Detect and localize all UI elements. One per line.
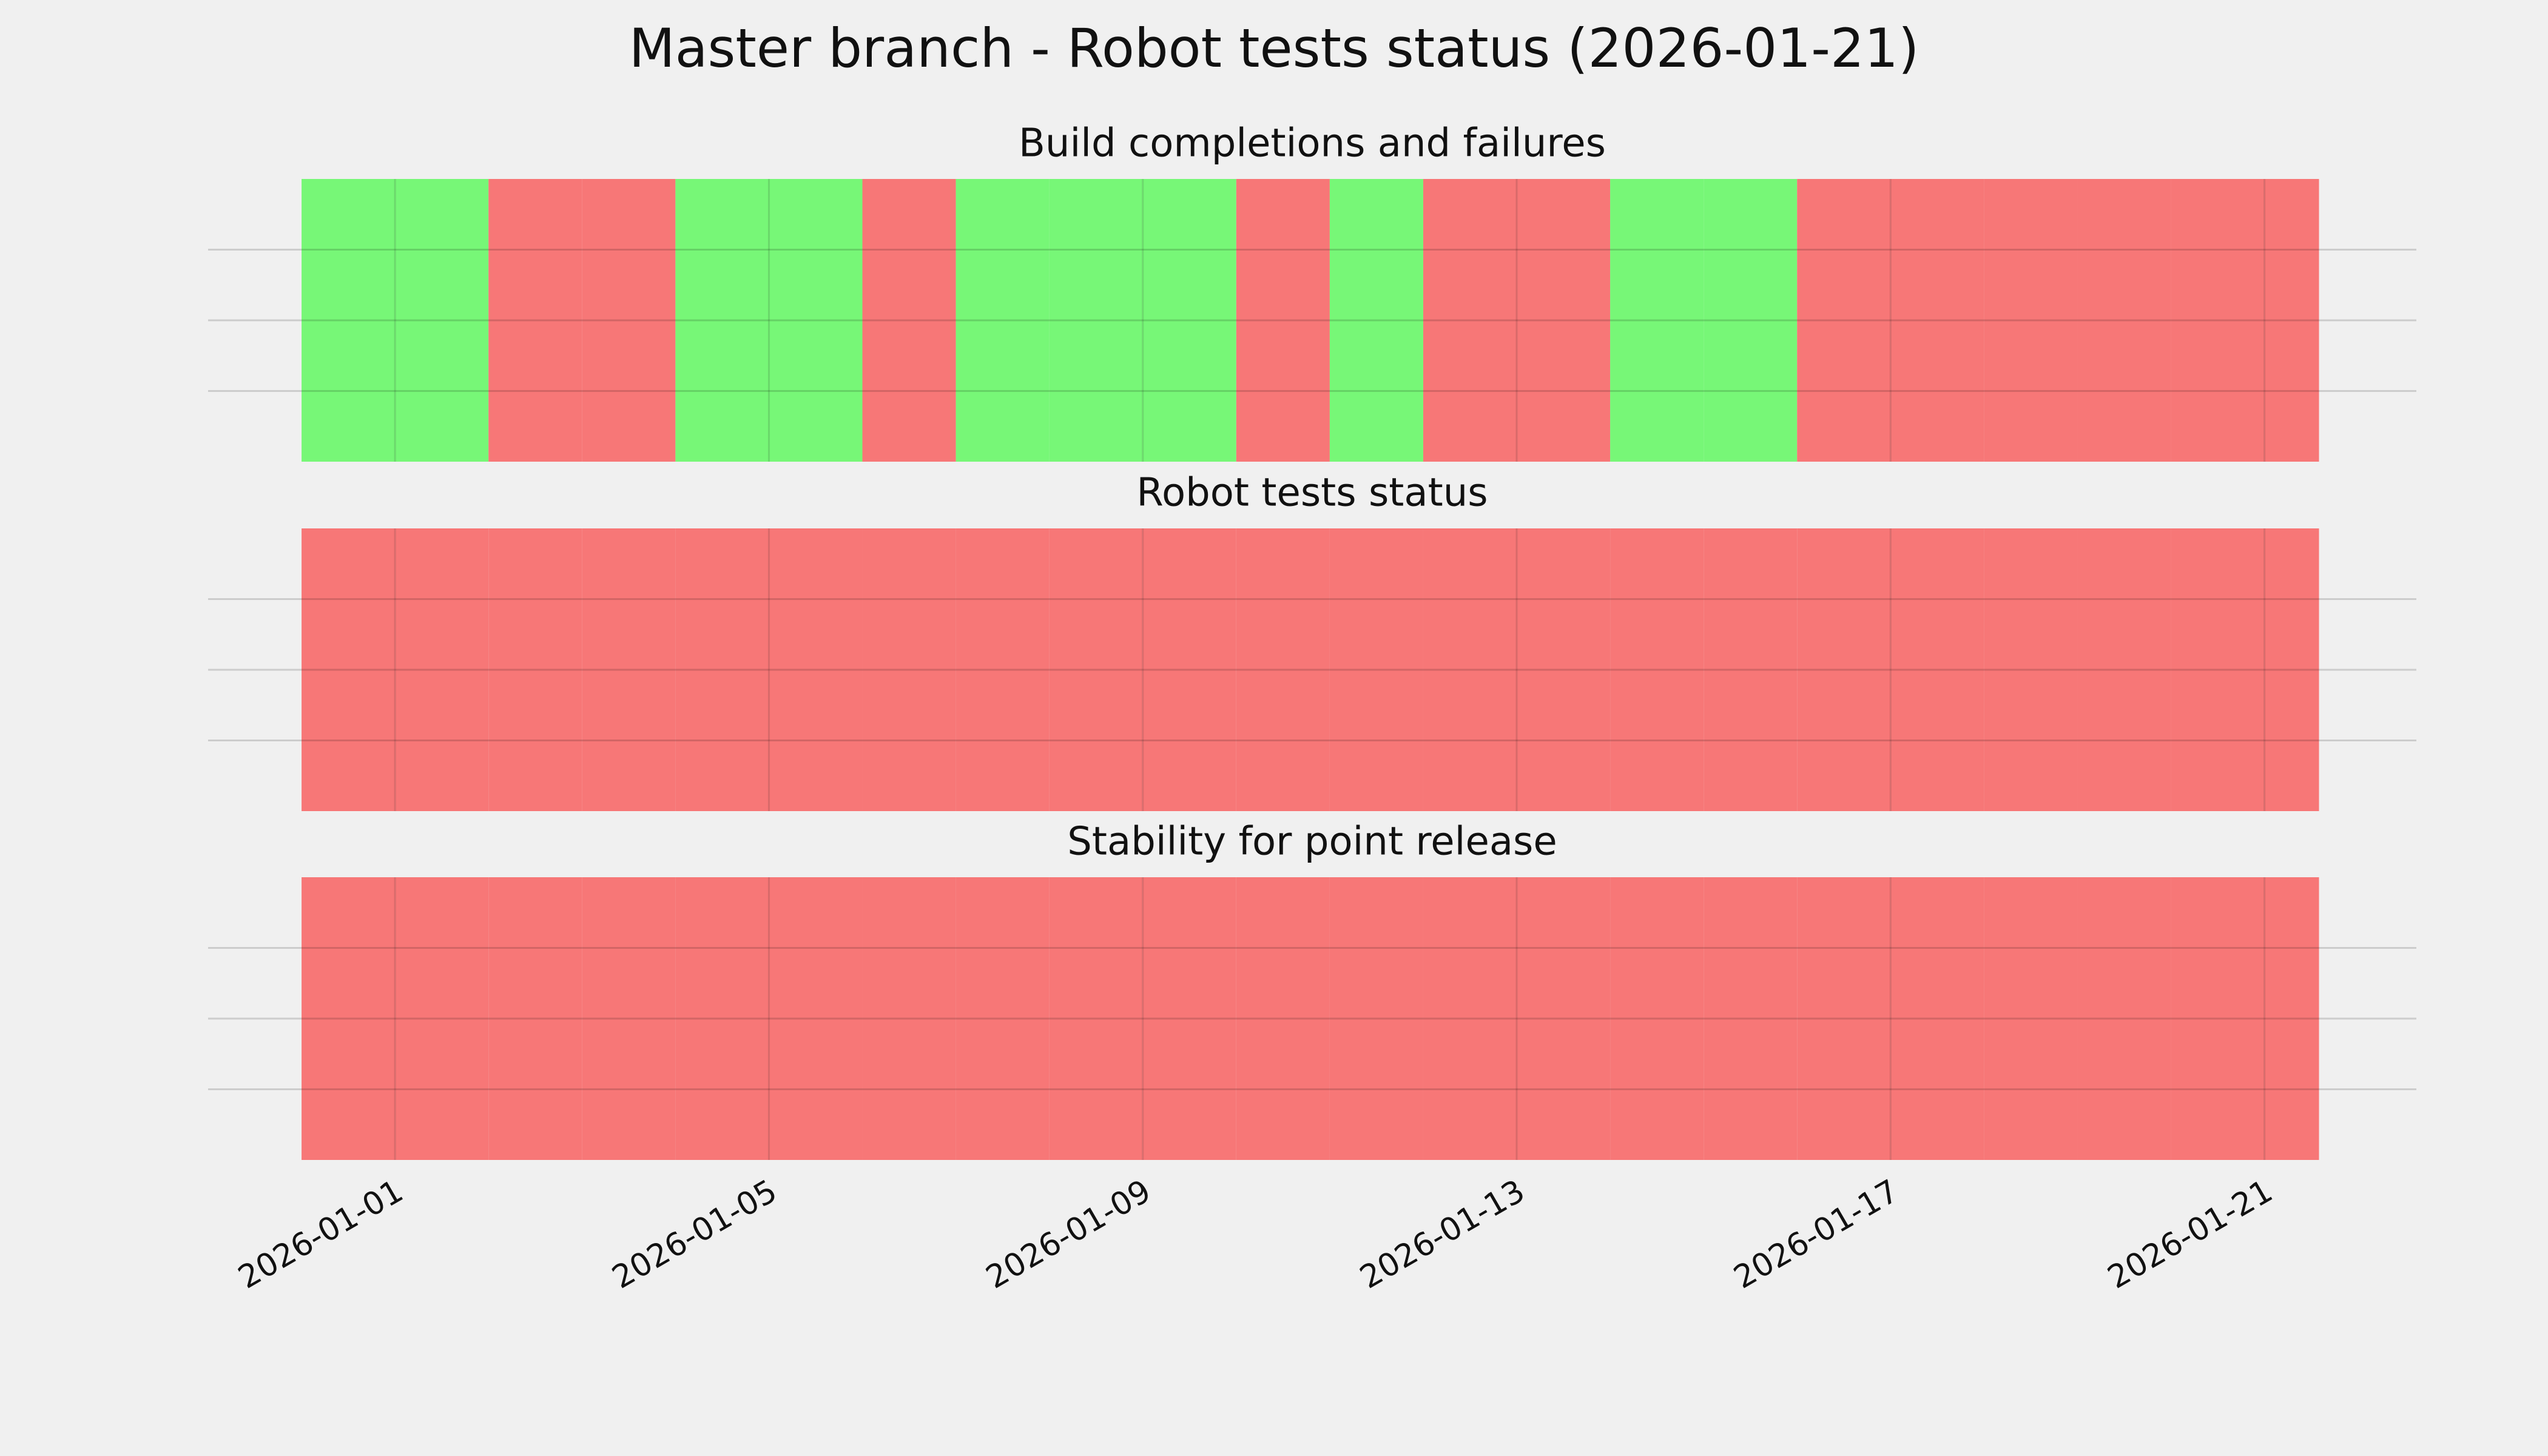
status-segment [2077, 528, 2171, 811]
status-segment [1704, 528, 1798, 811]
status-segment [1049, 877, 1143, 1160]
status-segment [395, 877, 489, 1160]
status-segment [488, 528, 582, 811]
status-segment [1890, 528, 1984, 811]
status-segment [302, 877, 396, 1160]
status-segment [302, 528, 396, 811]
status-segment [1517, 528, 1611, 811]
x-tick-label: 2026-01-09 [980, 1173, 1158, 1296]
status-segment [1797, 877, 1891, 1160]
panel-title: Build completions and failures [1019, 121, 1606, 166]
status-segment [582, 179, 676, 462]
status-segment [2077, 179, 2171, 462]
status-segment [1890, 179, 1984, 462]
x-tick-label: 2026-01-05 [606, 1173, 783, 1296]
status-segment [862, 877, 956, 1160]
status-segment [1329, 179, 1423, 462]
status-segment [1423, 179, 1517, 462]
status-segment [2264, 528, 2319, 811]
status-segment [1236, 528, 1330, 811]
status-segment [1984, 179, 2078, 462]
status-segment [956, 179, 1050, 462]
status-segment [675, 877, 769, 1160]
status-segment [395, 179, 489, 462]
status-segment [1984, 528, 2078, 811]
x-tick-label: 2026-01-21 [2101, 1173, 2279, 1296]
panel-title: Stability for point release [1067, 820, 1557, 864]
status-segment [1423, 877, 1517, 1160]
status-segment [488, 179, 582, 462]
panel-title: Robot tests status [1136, 471, 1488, 516]
status-segment [956, 877, 1050, 1160]
status-segment [2264, 877, 2319, 1160]
status-segment [675, 179, 769, 462]
status-segment [769, 528, 863, 811]
status-segment [2077, 877, 2171, 1160]
status-segment [675, 528, 769, 811]
status-segment [1704, 877, 1798, 1160]
status-segment [1517, 179, 1611, 462]
x-tick-label: 2026-01-13 [1354, 1173, 1531, 1296]
status-segment [1610, 877, 1704, 1160]
status-segment [1797, 528, 1891, 811]
status-segment [1329, 528, 1423, 811]
status-segment [862, 528, 956, 811]
status-segment [1329, 877, 1423, 1160]
status-segment [582, 877, 676, 1160]
chart-title: Master branch - Robot tests status (2026… [629, 17, 1919, 79]
status-segment [769, 877, 863, 1160]
status-segment [1236, 179, 1330, 462]
status-segment [1049, 179, 1143, 462]
x-tick-label: 2026-01-17 [1728, 1173, 1905, 1296]
status-segment [1142, 528, 1236, 811]
status-segment [956, 528, 1050, 811]
status-segment [2171, 528, 2265, 811]
status-segment [769, 179, 863, 462]
status-segment [1049, 528, 1143, 811]
status-segment [1704, 179, 1798, 462]
status-segment [395, 528, 489, 811]
status-segment [862, 179, 956, 462]
status-segment [1610, 528, 1704, 811]
status-segment [302, 179, 396, 462]
status-segment [2171, 877, 2265, 1160]
status-segment [1610, 179, 1704, 462]
status-segment [1797, 179, 1891, 462]
status-segment [1142, 877, 1236, 1160]
status-segment [1984, 877, 2078, 1160]
status-segment [1423, 528, 1517, 811]
status-segment [2171, 179, 2265, 462]
x-tick-label: 2026-01-01 [232, 1173, 410, 1296]
status-segment [582, 528, 676, 811]
status-segment [2264, 179, 2319, 462]
status-segment [1142, 179, 1236, 462]
status-segment [488, 877, 582, 1160]
status-segment [1517, 877, 1611, 1160]
status-segment [1890, 877, 1984, 1160]
status-segment [1236, 877, 1330, 1160]
